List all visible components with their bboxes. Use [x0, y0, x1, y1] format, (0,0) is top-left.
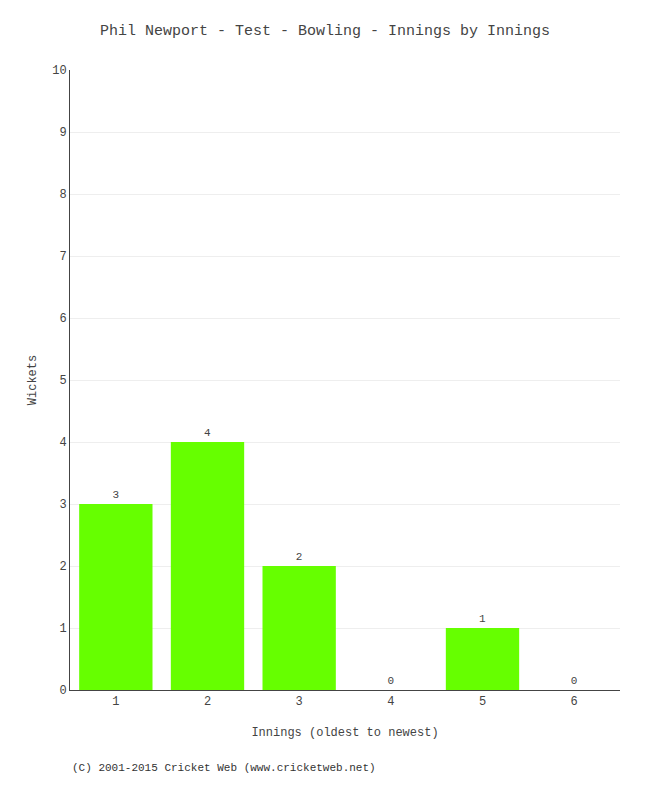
svg-text:8: 8: [59, 188, 66, 202]
svg-text:7: 7: [59, 250, 66, 264]
svg-text:6: 6: [59, 312, 66, 326]
svg-text:5: 5: [479, 695, 486, 709]
svg-text:1: 1: [112, 695, 119, 709]
svg-text:2: 2: [59, 560, 66, 574]
svg-text:6: 6: [571, 695, 578, 709]
svg-text:3: 3: [113, 489, 120, 501]
svg-text:4: 4: [59, 436, 66, 450]
svg-text:9: 9: [59, 126, 66, 140]
svg-text:2: 2: [204, 695, 211, 709]
svg-text:2: 2: [296, 551, 303, 563]
svg-text:(C) 2001-2015 Cricket Web (www: (C) 2001-2015 Cricket Web (www.cricketwe…: [72, 762, 376, 774]
svg-text:5: 5: [59, 374, 66, 388]
svg-text:Innings (oldest to newest): Innings (oldest to newest): [251, 726, 438, 740]
svg-text:10: 10: [52, 64, 66, 78]
svg-text:0: 0: [388, 675, 395, 687]
svg-text:4: 4: [387, 695, 394, 709]
svg-text:1: 1: [479, 613, 486, 625]
svg-text:Phil Newport - Test - Bowling: Phil Newport - Test - Bowling - Innings …: [100, 23, 550, 40]
svg-text:0: 0: [59, 684, 66, 698]
svg-text:Wickets: Wickets: [26, 355, 40, 405]
svg-text:3: 3: [59, 498, 66, 512]
svg-text:1: 1: [59, 622, 66, 636]
svg-text:0: 0: [571, 675, 578, 687]
svg-text:3: 3: [296, 695, 303, 709]
svg-text:4: 4: [204, 427, 211, 439]
